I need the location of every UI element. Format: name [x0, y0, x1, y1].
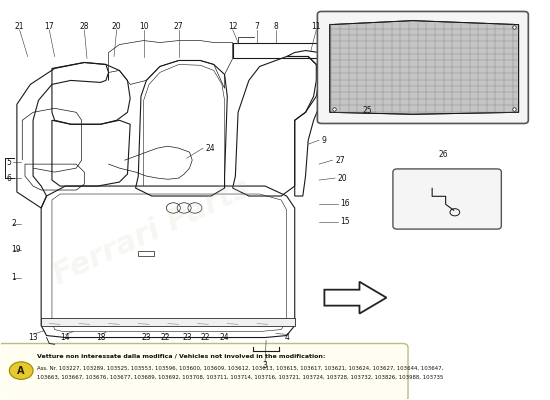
Text: 21: 21	[15, 22, 24, 31]
Text: 23: 23	[141, 333, 151, 342]
Text: 8: 8	[273, 22, 278, 31]
Circle shape	[9, 362, 33, 379]
Text: 1: 1	[12, 273, 16, 282]
Text: 17: 17	[45, 22, 54, 31]
Text: 22: 22	[161, 333, 170, 342]
Text: 16: 16	[340, 200, 350, 208]
Text: 5: 5	[6, 158, 11, 167]
Text: 15: 15	[340, 218, 350, 226]
FancyBboxPatch shape	[317, 12, 529, 124]
Text: 10: 10	[139, 22, 148, 31]
Text: 19: 19	[12, 245, 21, 254]
Text: 11: 11	[311, 22, 321, 31]
Text: 12: 12	[228, 22, 238, 31]
Polygon shape	[41, 318, 295, 326]
FancyBboxPatch shape	[393, 169, 502, 229]
Text: 103663, 103667, 103676, 103677, 103689, 103692, 103708, 103711, 103714, 103716, : 103663, 103667, 103676, 103677, 103689, …	[37, 375, 444, 380]
Text: 23: 23	[182, 333, 191, 342]
Text: 24: 24	[220, 333, 229, 342]
Polygon shape	[324, 282, 387, 314]
Text: Ass. Nr. 103227, 103289, 103525, 103553, 103596, 103600, 103609, 103612, 103613,: Ass. Nr. 103227, 103289, 103525, 103553,…	[37, 366, 444, 371]
Text: 6: 6	[6, 174, 11, 182]
FancyBboxPatch shape	[0, 344, 408, 400]
Text: 26: 26	[438, 150, 448, 159]
Text: 22: 22	[201, 333, 211, 342]
Text: 2: 2	[12, 220, 16, 228]
Text: 27: 27	[335, 156, 345, 165]
Text: 9: 9	[322, 136, 327, 145]
Text: Vetture non interessate dalla modifica / Vehicles not involved in the modificati: Vetture non interessate dalla modifica /…	[37, 354, 326, 359]
Text: 14: 14	[60, 333, 70, 342]
Text: 18: 18	[96, 333, 105, 342]
Text: 20: 20	[338, 174, 348, 182]
Text: 27: 27	[174, 22, 184, 31]
Text: 25: 25	[363, 106, 372, 115]
Text: 3: 3	[262, 361, 267, 370]
Text: 24: 24	[206, 144, 216, 153]
Text: 28: 28	[80, 22, 89, 31]
Text: 4: 4	[284, 333, 289, 342]
Polygon shape	[330, 21, 519, 114]
Text: 20: 20	[112, 22, 122, 31]
Text: 7: 7	[255, 22, 260, 31]
Text: Ferrari Parts: Ferrari Parts	[48, 173, 255, 290]
Text: 13: 13	[28, 333, 38, 342]
Text: A: A	[18, 366, 25, 376]
